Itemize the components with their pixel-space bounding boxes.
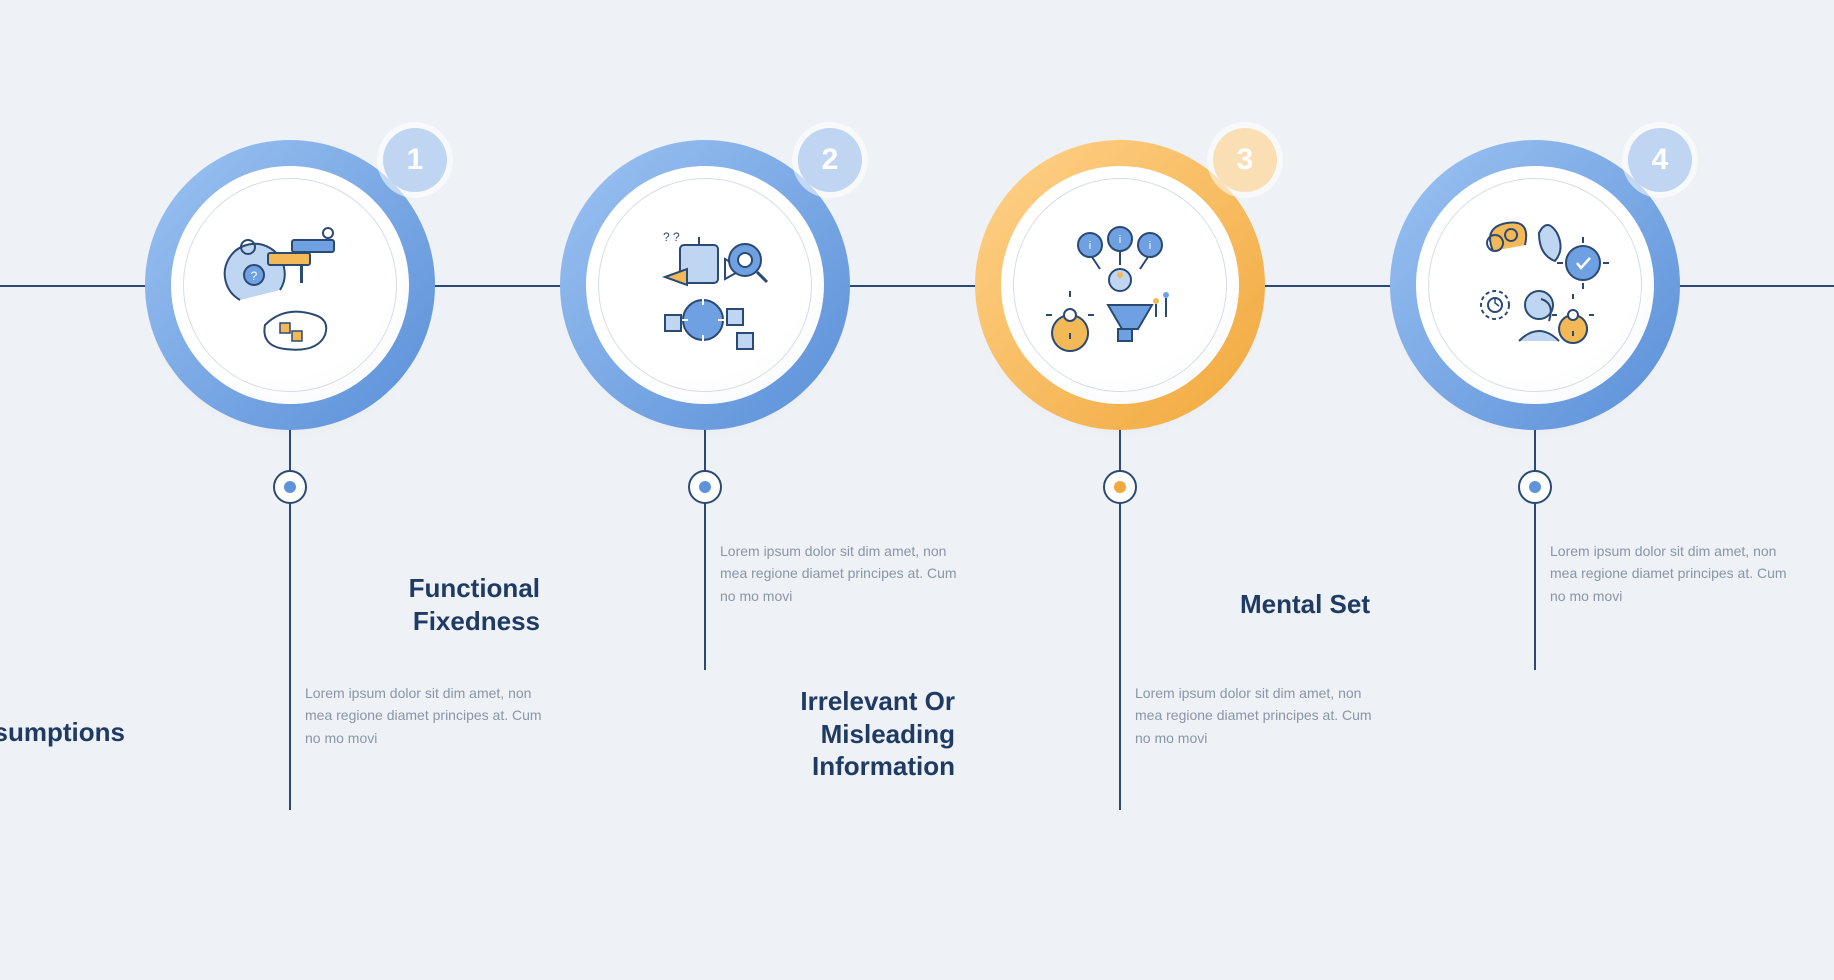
mentalset-icon [1455, 205, 1615, 365]
step-number-badge: 1 [383, 128, 447, 192]
step-circle: 2 [560, 140, 850, 430]
step-1: 1 Assumptions Lorem ipsum dolor sit dim … [145, 140, 435, 430]
step-body: Lorem ipsum dolor sit dim amet, non mea … [720, 540, 970, 607]
step-circle: 3 [975, 140, 1265, 430]
step-body: Lorem ipsum dolor sit dim amet, non mea … [305, 682, 555, 749]
circle-inner [1416, 166, 1654, 404]
step-circle: 1 [145, 140, 435, 430]
step-2: 2 Functional Fixedness Lorem ipsum dolor… [560, 140, 850, 430]
step-number-badge: 2 [798, 128, 862, 192]
step-connector-dot [699, 481, 711, 493]
step-number-badge: 3 [1213, 128, 1277, 192]
step-title: Functional Fixedness [280, 572, 540, 637]
step-connector-node [1518, 470, 1552, 504]
step-title: Mental Set [1110, 588, 1370, 621]
step-circle: 4 [1390, 140, 1680, 430]
step-connector-dot [284, 481, 296, 493]
infographic-stage: 1 Assumptions Lorem ipsum dolor sit dim … [0, 0, 1834, 980]
fixedness-icon [625, 205, 785, 365]
assumptions-icon [210, 205, 370, 365]
step-connector-node [273, 470, 307, 504]
step-title: Irrelevant Or Misleading Information [695, 685, 955, 783]
step-connector-line [1534, 430, 1536, 670]
step-connector-dot [1114, 481, 1126, 493]
step-body: Lorem ipsum dolor sit dim amet, non mea … [1135, 682, 1385, 749]
misleading-icon [1040, 205, 1200, 365]
step-body: Lorem ipsum dolor sit dim amet, non mea … [1550, 540, 1800, 607]
step-number-badge: 4 [1628, 128, 1692, 192]
step-connector-node [1103, 470, 1137, 504]
circle-inner [586, 166, 824, 404]
step-title: Assumptions [0, 716, 125, 749]
step-3: 3 Irrelevant Or Misleading Information L… [975, 140, 1265, 430]
step-connector-dot [1529, 481, 1541, 493]
step-4: 4 Mental Set Lorem ipsum dolor sit dim a… [1390, 140, 1680, 430]
step-connector-node [688, 470, 722, 504]
circle-inner [1001, 166, 1239, 404]
step-connector-line [704, 430, 706, 670]
circle-inner [171, 166, 409, 404]
